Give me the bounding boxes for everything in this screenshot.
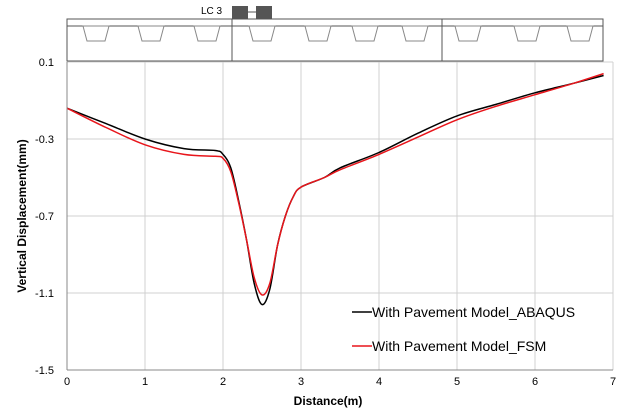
trough-shape <box>566 25 594 42</box>
y-tick-labels: 0.1 -0.3 -0.7 -1.1 -1.5 <box>35 57 54 377</box>
trough-group <box>82 25 594 42</box>
y-tick-label: -0.7 <box>35 211 54 223</box>
tire-right <box>256 6 272 19</box>
trough-shape <box>193 25 221 42</box>
trough-shape <box>454 25 482 42</box>
trough-shape <box>248 25 276 42</box>
plot-area: 0 1 2 3 4 5 6 7 0.1 -0.3 -0.7 -1.1 -1.5 <box>35 57 616 388</box>
x-tick-label: 5 <box>454 376 460 388</box>
grid-lines <box>67 61 614 370</box>
trough-shape <box>351 25 379 42</box>
y-tick-label: 0.1 <box>39 57 54 69</box>
load-case-label: LC 3 <box>201 6 223 17</box>
x-tick-label: 7 <box>610 376 616 388</box>
slab-body <box>66 25 604 62</box>
x-axis-title: Distance(m) <box>294 394 363 408</box>
trough-shape <box>401 25 429 42</box>
y-tick-label: -1.1 <box>35 288 54 300</box>
tire-left <box>232 6 248 19</box>
x-tick-label: 0 <box>64 376 70 388</box>
x-tick-label: 4 <box>376 376 382 388</box>
x-tick-label: 3 <box>298 376 304 388</box>
x-tick-label: 2 <box>220 376 226 388</box>
legend-label-abaqus: With Pavement Model_ABAQUS <box>372 304 575 320</box>
series-lines <box>66 72 604 306</box>
series-line-abaqus <box>66 74 604 306</box>
trough-shape <box>137 25 165 42</box>
y-tick-label: -0.3 <box>35 134 54 146</box>
legend-label-fsm: With Pavement Model_FSM <box>372 338 546 354</box>
trough-shape <box>513 25 541 42</box>
x-tick-label: 1 <box>142 376 148 388</box>
legend: With Pavement Model_ABAQUS With Pavement… <box>352 304 575 354</box>
trough-shape <box>304 25 332 42</box>
x-tick-label: 6 <box>532 376 538 388</box>
y-axis-title: Vertical Displacement(mm) <box>15 139 29 292</box>
pavement-diagram: LC 3 <box>66 6 604 62</box>
trough-shape <box>82 25 110 42</box>
slab-top-strip <box>66 18 604 27</box>
y-tick-label: -1.5 <box>35 365 54 377</box>
x-tick-labels: 0 1 2 3 4 5 6 7 <box>64 376 616 388</box>
series-line-fsm <box>66 72 604 296</box>
